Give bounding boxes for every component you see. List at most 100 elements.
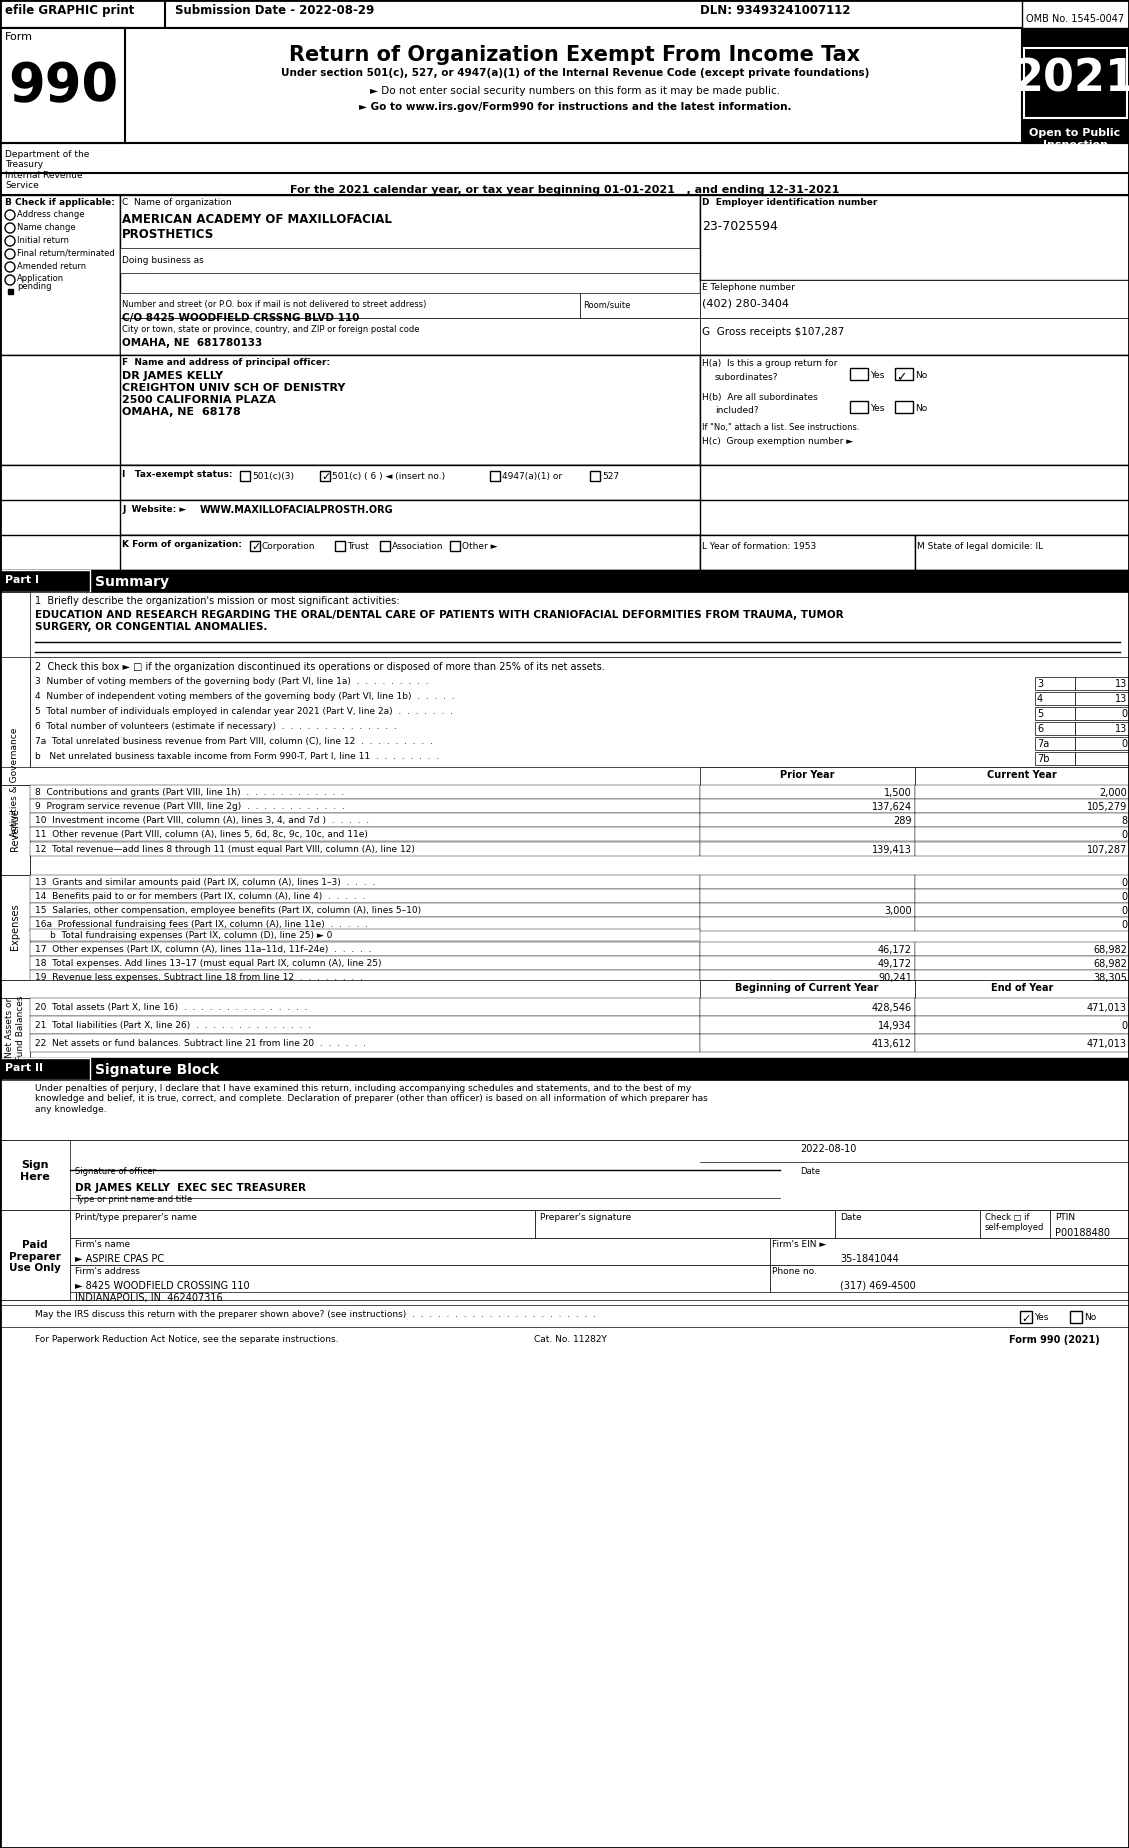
- Bar: [1022, 28, 1129, 142]
- Text: ✓: ✓: [321, 471, 331, 482]
- Text: 289: 289: [893, 817, 912, 826]
- Text: 1  Briefly describe the organization's mission or most significant activities:: 1 Briefly describe the organization's mi…: [35, 597, 400, 606]
- Bar: [770, 1266, 1129, 1292]
- Text: Firm's EIN ►: Firm's EIN ►: [772, 1240, 826, 1249]
- Text: 0: 0: [1121, 739, 1127, 748]
- Text: efile GRAPHIC print: efile GRAPHIC print: [5, 4, 134, 17]
- Bar: [914, 785, 1129, 798]
- Bar: [1035, 691, 1075, 704]
- Bar: [0, 658, 30, 907]
- Text: Association: Association: [392, 541, 444, 551]
- Text: WWW.MAXILLOFACIALPROSTH.ORG: WWW.MAXILLOFACIALPROSTH.ORG: [200, 505, 394, 516]
- Text: C  Name of organization: C Name of organization: [122, 198, 231, 207]
- Bar: [0, 174, 1129, 196]
- Text: E Telephone number: E Telephone number: [702, 283, 795, 292]
- Text: 90,241: 90,241: [878, 974, 912, 983]
- Text: CREIGHTON UNIV SCH OF DENISTRY: CREIGHTON UNIV SCH OF DENISTRY: [122, 383, 345, 394]
- Bar: [30, 785, 700, 798]
- Text: Phone no.: Phone no.: [772, 1268, 817, 1275]
- Bar: [250, 541, 260, 551]
- Bar: [380, 541, 390, 551]
- Text: 471,013: 471,013: [1087, 1039, 1127, 1050]
- Bar: [700, 917, 914, 931]
- Text: Under section 501(c), 527, or 4947(a)(1) of the Internal Revenue Code (except pr: Under section 501(c), 527, or 4947(a)(1)…: [281, 68, 869, 78]
- Text: Date: Date: [840, 1212, 861, 1222]
- Bar: [0, 1059, 90, 1079]
- Text: Part II: Part II: [5, 1063, 43, 1074]
- Bar: [700, 889, 914, 904]
- Bar: [0, 536, 1129, 569]
- Bar: [30, 955, 700, 970]
- Text: subordinates?: subordinates?: [715, 373, 779, 383]
- Text: Summary: Summary: [95, 575, 169, 590]
- Bar: [590, 471, 599, 480]
- Bar: [895, 368, 913, 381]
- Bar: [30, 828, 700, 841]
- Text: b   Net unrelated business taxable income from Form 990-T, Part I, line 11  .  .: b Net unrelated business taxable income …: [35, 752, 439, 761]
- Text: 413,612: 413,612: [872, 1039, 912, 1050]
- Text: Part I: Part I: [5, 575, 40, 586]
- Text: Form: Form: [5, 31, 33, 43]
- Text: Initial return: Initial return: [17, 237, 69, 246]
- Bar: [30, 1016, 700, 1035]
- Text: Number and street (or P.O. box if mail is not delivered to street address): Number and street (or P.O. box if mail i…: [122, 299, 427, 309]
- Text: Yes: Yes: [870, 371, 884, 381]
- Text: 11  Other revenue (Part VIII, column (A), lines 5, 6d, 8c, 9c, 10c, and 11e): 11 Other revenue (Part VIII, column (A),…: [35, 830, 368, 839]
- Bar: [914, 767, 1129, 785]
- Text: 14,934: 14,934: [878, 1020, 912, 1031]
- Text: G  Gross receipts $107,287: G Gross receipts $107,287: [702, 327, 844, 336]
- Bar: [0, 591, 1129, 658]
- Text: b  Total fundraising expenses (Part IX, column (D), line 25) ► 0: b Total fundraising expenses (Part IX, c…: [50, 931, 332, 941]
- Bar: [0, 1140, 1129, 1210]
- Text: Sign
Here: Sign Here: [20, 1161, 50, 1181]
- Bar: [700, 904, 914, 917]
- Text: 15  Salaries, other compensation, employee benefits (Part IX, column (A), lines : 15 Salaries, other compensation, employe…: [35, 906, 421, 915]
- Text: 2,000: 2,000: [1100, 787, 1127, 798]
- Bar: [770, 1238, 1129, 1266]
- Text: Doing business as: Doing business as: [122, 257, 203, 264]
- Bar: [700, 843, 914, 856]
- Bar: [0, 0, 1129, 28]
- Bar: [490, 471, 500, 480]
- Bar: [0, 1059, 1129, 1079]
- Text: Yes: Yes: [1034, 1312, 1049, 1321]
- Text: 68,982: 68,982: [1093, 944, 1127, 955]
- Text: 13: 13: [1114, 724, 1127, 734]
- Bar: [580, 294, 700, 318]
- Text: Expenses: Expenses: [10, 904, 20, 950]
- Text: OMAHA, NE  681780133: OMAHA, NE 681780133: [122, 338, 262, 347]
- Text: 4947(a)(1) or: 4947(a)(1) or: [502, 471, 562, 480]
- Text: 5: 5: [1038, 710, 1043, 719]
- Bar: [8, 288, 14, 294]
- Bar: [700, 281, 1129, 318]
- Text: AMERICAN ACADEMY OF MAXILLOFACIAL
PROSTHETICS: AMERICAN ACADEMY OF MAXILLOFACIAL PROSTH…: [122, 213, 392, 240]
- Text: 13  Grants and similar amounts paid (Part IX, column (A), lines 1–3)  .  .  .  .: 13 Grants and similar amounts paid (Part…: [35, 878, 375, 887]
- Bar: [700, 955, 914, 970]
- Bar: [1022, 0, 1129, 28]
- Bar: [914, 874, 1129, 889]
- Text: OMB No. 1545-0047: OMB No. 1545-0047: [1026, 15, 1124, 24]
- Bar: [0, 569, 90, 591]
- Text: 13: 13: [1114, 695, 1127, 704]
- Text: included?: included?: [715, 407, 759, 416]
- Bar: [1075, 737, 1129, 750]
- Text: 7a: 7a: [1038, 739, 1049, 748]
- Text: ► 8425 WOODFIELD CROSSING 110: ► 8425 WOODFIELD CROSSING 110: [75, 1281, 250, 1292]
- Bar: [0, 591, 30, 957]
- Bar: [0, 1079, 1129, 1140]
- Bar: [30, 798, 700, 813]
- Bar: [0, 979, 1129, 998]
- Bar: [1070, 1310, 1082, 1323]
- Bar: [700, 355, 1129, 466]
- Bar: [1035, 752, 1075, 765]
- Text: D  Employer identification number: D Employer identification number: [702, 198, 877, 207]
- Text: INDIANAPOLIS, IN  462407316: INDIANAPOLIS, IN 462407316: [75, 1294, 222, 1303]
- Text: 2500 CALIFORNIA PLAZA: 2500 CALIFORNIA PLAZA: [122, 395, 275, 405]
- Bar: [0, 1305, 1129, 1327]
- Bar: [700, 196, 1129, 281]
- Bar: [0, 466, 1129, 501]
- Text: 107,287: 107,287: [1087, 845, 1127, 856]
- Text: 2  Check this box ► □ if the organization discontinued its operations or dispose: 2 Check this box ► □ if the organization…: [35, 662, 605, 673]
- Bar: [30, 930, 700, 941]
- Bar: [914, 813, 1129, 828]
